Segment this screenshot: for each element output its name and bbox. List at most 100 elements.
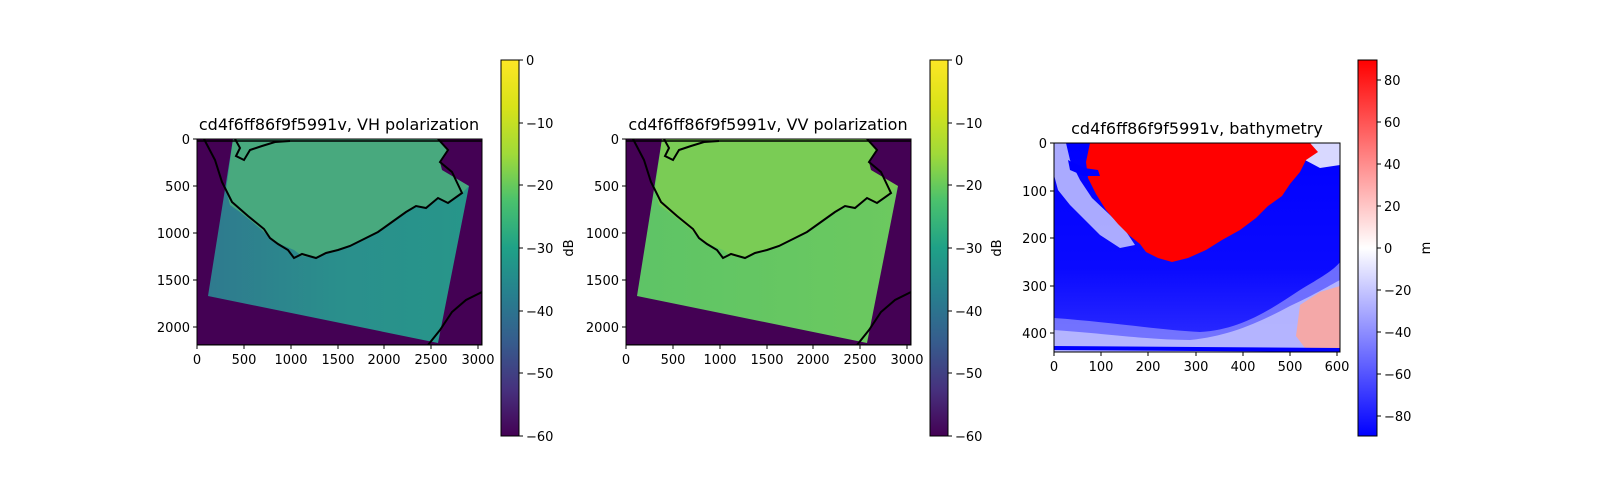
vv-colorbar-fill (929, 59, 949, 437)
vh-ytick-0: 0 (182, 133, 190, 148)
vv-ytick-1500: 1500 (586, 274, 619, 289)
vh-colorbar-label: dB (562, 239, 577, 256)
panel-vh: cd4f6ff86f9f5991v, VH polarization 0 500… (157, 54, 577, 445)
vv-xtick-3000: 3000 (890, 353, 923, 368)
vh-xtick-2500: 2500 (414, 353, 447, 368)
vh-coastline-frame (197, 140, 482, 345)
bathy-fjord-inlet (1068, 160, 1100, 176)
panel-vv-xticks: 0 500 1000 1500 2000 2500 3000 (622, 345, 924, 368)
bathy-cb-tick-60: 60 (1384, 116, 1401, 131)
vv-coastline-se (856, 291, 911, 345)
panel-vh-xticks: 0 500 1000 1500 2000 2500 3000 (193, 345, 495, 368)
bathy-ytick-300: 300 (1022, 280, 1047, 295)
vh-ytick-1000: 1000 (157, 227, 190, 242)
bathy-ytick-200: 200 (1022, 232, 1047, 247)
bathy-shelf-bottom-light (1054, 280, 1340, 352)
vh-coastline-ne (234, 139, 291, 162)
vv-coastline-frame (626, 140, 911, 345)
vh-xtick-0: 0 (193, 353, 201, 368)
panel-vv-yticks: 0 500 1000 1500 2000 (586, 133, 626, 336)
vh-cb-tick-30: −30 (526, 242, 553, 257)
vh-xtick-1500: 1500 (321, 353, 354, 368)
panel-bathy-image (1054, 143, 1340, 352)
vv-xtick-0: 0 (622, 353, 630, 368)
panel-vh-title: cd4f6ff86f9f5991v, VH polarization (199, 115, 479, 134)
vh-coastline-se (427, 291, 482, 345)
bathy-cb-tick-20: 20 (1384, 200, 1401, 215)
vv-cb-tick-10: −10 (955, 117, 982, 132)
vv-coastline-ne (663, 139, 720, 162)
vh-colorbar-fill (500, 59, 520, 437)
vh-cb-tick-50: −50 (526, 367, 553, 382)
panel-bathy: cd4f6ff86f9f5991v, bathymetry 0 100 200 … (1022, 59, 1434, 437)
vv-xtick-500: 500 (661, 353, 686, 368)
vh-xtick-3000: 3000 (461, 353, 494, 368)
vh-cb-tick-0: 0 (526, 54, 534, 69)
bathy-cb-tick-m60: −60 (1384, 368, 1411, 383)
vh-ytick-2000: 2000 (157, 321, 190, 336)
vv-xtick-2500: 2500 (843, 353, 876, 368)
vh-coastline (203, 139, 464, 260)
panel-vv: cd4f6ff86f9f5991v, VV polarization 0 500… (586, 54, 1005, 445)
panel-bathy-title: cd4f6ff86f9f5991v, bathymetry (1071, 119, 1323, 138)
bathy-colorbar-fill (1357, 59, 1378, 437)
vv-land (655, 139, 898, 258)
bathy-xtick-200: 200 (1136, 360, 1161, 375)
vh-cb-tick-10: −10 (526, 117, 553, 132)
bathy-xtick-400: 400 (1231, 360, 1256, 375)
vv-xtick-1500: 1500 (750, 353, 783, 368)
vv-colorbar-label: dB (990, 239, 1005, 256)
panel-vh-colorbar: 0 −10 −20 −30 −40 −50 −60 dB (500, 54, 577, 445)
bathy-ytick-400: 400 (1022, 327, 1047, 342)
panel-vv-frame (625, 138, 912, 346)
vv-ytick-1000: 1000 (586, 227, 619, 242)
bathy-cb-tick-80: 80 (1384, 74, 1401, 89)
vv-cb-tick-40: −40 (955, 305, 982, 320)
bathy-xtick-600: 600 (1325, 360, 1350, 375)
vv-xtick-2000: 2000 (796, 353, 829, 368)
panel-vh-frame (196, 138, 483, 346)
vh-cb-tick-60: −60 (526, 430, 553, 445)
bathy-cb-tick-m80: −80 (1384, 410, 1411, 425)
vv-ytick-500: 500 (594, 180, 619, 195)
vv-cb-tick-0: 0 (955, 54, 963, 69)
bathy-xtick-100: 100 (1089, 360, 1114, 375)
vh-xtick-500: 500 (232, 353, 257, 368)
vv-cb-tick-60: −60 (955, 430, 982, 445)
bathy-ytick-100: 100 (1022, 185, 1047, 200)
bathy-land (1086, 143, 1318, 262)
bathy-cb-tick-m40: −40 (1384, 326, 1411, 341)
vv-cb-tick-50: −50 (955, 367, 982, 382)
vv-cb-tick-20: −20 (955, 179, 982, 194)
panel-vh-yticks: 0 500 1000 1500 2000 (157, 133, 197, 336)
vv-ytick-2000: 2000 (586, 321, 619, 336)
panel-bathy-frame (1053, 142, 1341, 353)
bathy-cb-tick-0: 0 (1384, 242, 1392, 257)
vh-ytick-500: 500 (165, 180, 190, 195)
panel-vh-image (197, 139, 482, 345)
panel-bathy-yticks: 0 100 200 300 400 (1022, 137, 1054, 342)
panel-bathy-colorbar: 80 60 40 20 0 −20 −40 −60 −80 m (1357, 59, 1434, 437)
panel-vv-image (626, 139, 911, 345)
panel-bathy-xticks: 0 100 200 300 400 500 600 (1050, 352, 1350, 375)
bathy-xtick-500: 500 (1278, 360, 1303, 375)
vh-cb-tick-40: −40 (526, 305, 553, 320)
bathy-ytick-0: 0 (1039, 137, 1047, 152)
bathy-bottom-edge (1054, 346, 1340, 352)
bathy-colorbar-label: m (1419, 242, 1434, 255)
panel-vv-title: cd4f6ff86f9f5991v, VV polarization (628, 115, 907, 134)
bathy-cb-tick-40: 40 (1384, 158, 1401, 173)
vv-coastline (632, 139, 893, 260)
bathy-cb-tick-m20: −20 (1384, 284, 1411, 299)
vh-xtick-2000: 2000 (367, 353, 400, 368)
bathy-xtick-0: 0 (1050, 360, 1058, 375)
vh-ytick-1500: 1500 (157, 274, 190, 289)
vv-xtick-1000: 1000 (703, 353, 736, 368)
vh-land (226, 139, 469, 258)
vh-xtick-1000: 1000 (274, 353, 307, 368)
bathy-xtick-300: 300 (1184, 360, 1209, 375)
vv-ytick-0: 0 (611, 133, 619, 148)
vv-cb-tick-30: −30 (955, 242, 982, 257)
vh-cb-tick-20: −20 (526, 179, 553, 194)
